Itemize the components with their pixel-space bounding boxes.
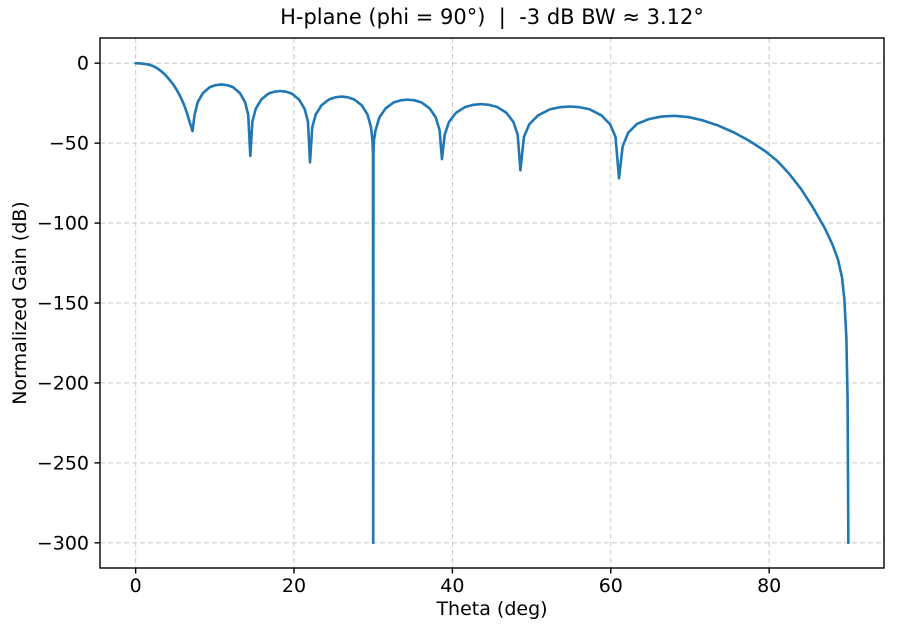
x-axis-label: Theta (deg) [436,598,548,620]
x-tick-label: 0 [130,575,142,597]
y-tick-label: −50 [49,133,89,155]
gain-curve [134,61,850,545]
x-tick-label: 20 [282,575,306,597]
y-tick-label: −100 [37,213,89,235]
x-tick-label: 80 [757,575,781,597]
y-tick-label: −250 [37,452,89,474]
y-tick-label: −300 [37,532,89,554]
y-tick-label: −200 [37,372,89,394]
y-axis-label: Normalized Gain (dB) [9,201,31,405]
y-tick-label: −150 [37,293,89,315]
chart-title: H-plane (phi = 90°) | -3 dB BW ≈ 3.12° [280,5,704,29]
x-tick-label: 60 [599,575,623,597]
y-tick-label: 0 [77,53,89,75]
x-tick-label: 40 [440,575,464,597]
